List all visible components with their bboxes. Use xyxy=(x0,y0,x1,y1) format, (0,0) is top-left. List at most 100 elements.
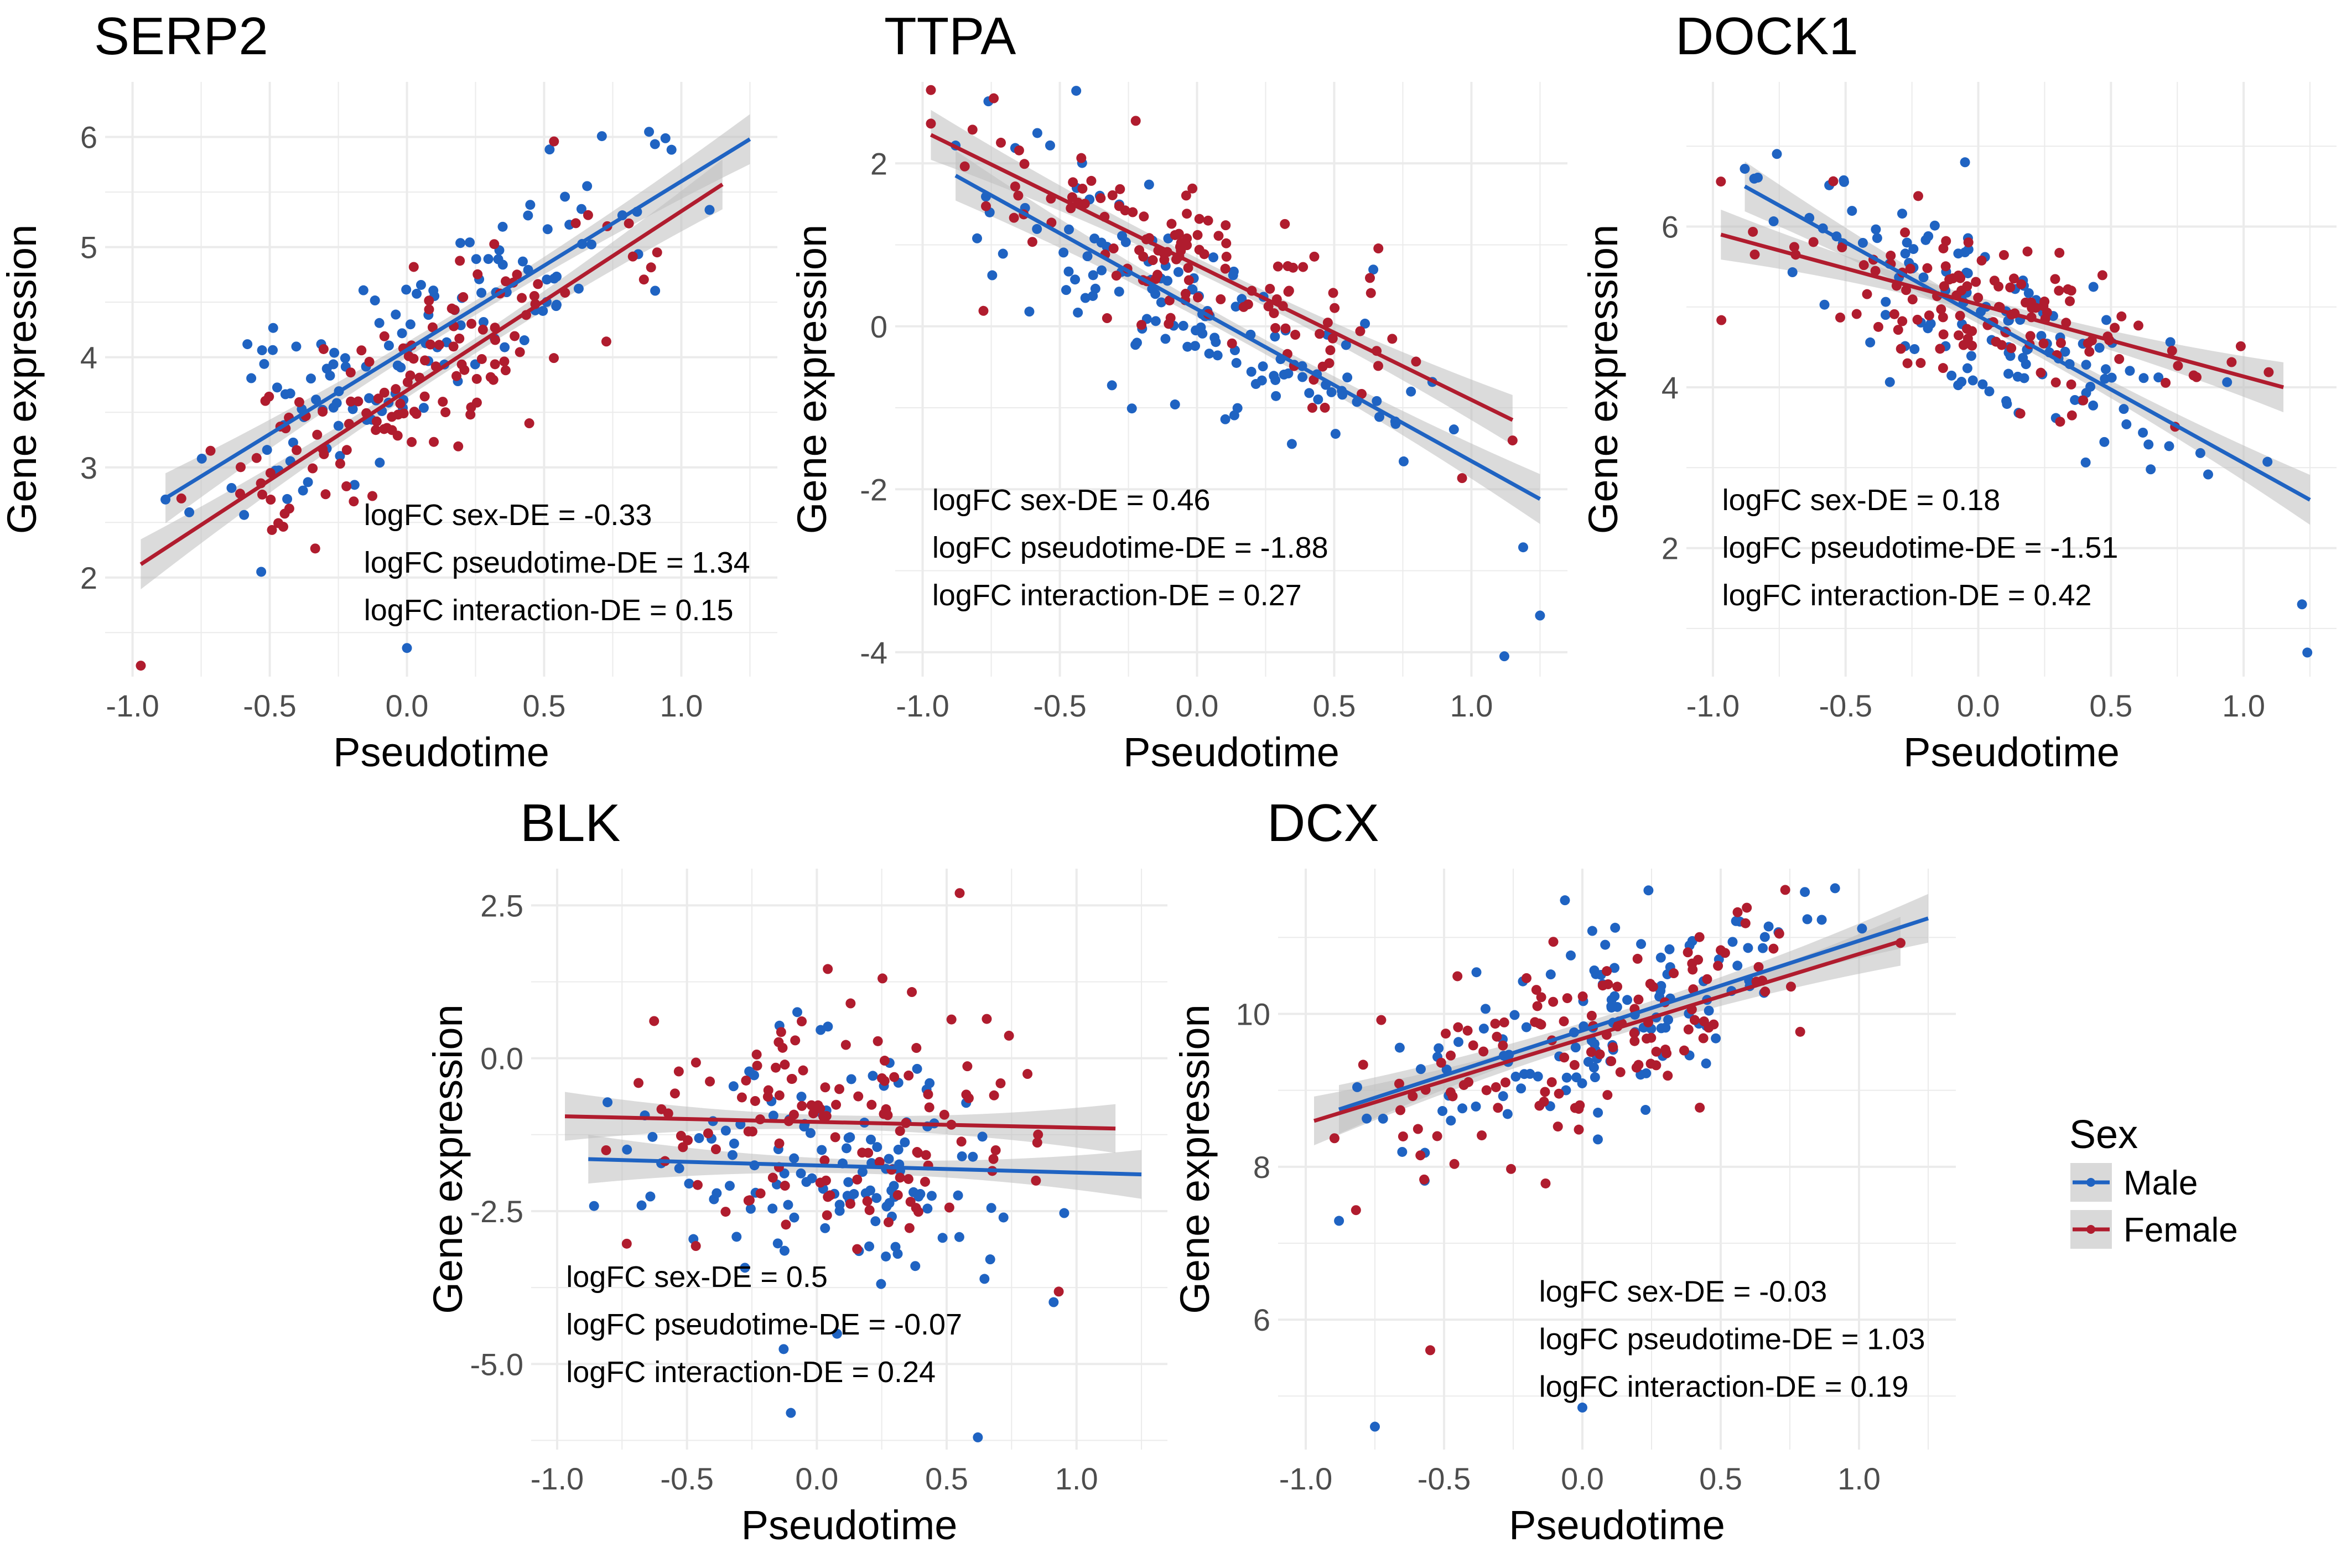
data-point-female xyxy=(780,1181,790,1191)
data-point-female xyxy=(2054,247,2065,258)
data-point-female xyxy=(876,1073,887,1083)
data-point-female xyxy=(981,201,991,211)
data-point-female xyxy=(962,1061,973,1072)
data-point-male xyxy=(1758,943,1768,953)
data-point-female xyxy=(1290,330,1301,340)
data-point-female xyxy=(755,1188,766,1198)
x-tick-labels: -1.0 -0.5 0.0 0.5 1.0 xyxy=(1686,688,2265,723)
data-point-male xyxy=(1059,1208,1069,1218)
data-point-male xyxy=(1107,380,1117,391)
data-point-male xyxy=(1622,995,1633,1005)
data-point-male xyxy=(2036,331,2047,341)
data-point-male xyxy=(1857,237,1868,248)
data-point-female xyxy=(391,384,401,394)
data-point-female xyxy=(353,396,364,407)
data-point-male xyxy=(1800,887,1810,897)
data-point-male xyxy=(1326,387,1337,397)
data-point-male xyxy=(745,1203,756,1214)
data-point-male xyxy=(1977,379,1988,390)
data-point-female xyxy=(1998,250,2009,260)
data-point-female xyxy=(705,1076,715,1087)
data-point-male xyxy=(1656,1023,1666,1034)
data-point-female xyxy=(924,1102,934,1113)
data-point-male xyxy=(872,1142,882,1152)
data-point-female xyxy=(2061,318,2071,328)
data-point-male xyxy=(298,485,308,496)
data-point-male xyxy=(684,1178,694,1189)
legend-label-female: Female xyxy=(2123,1211,2238,1249)
data-point-female xyxy=(1569,1060,1580,1070)
data-point-female xyxy=(1270,323,1281,333)
data-point-female xyxy=(1608,1042,1618,1052)
x-tick-label: 1.0 xyxy=(660,688,703,723)
data-point-male xyxy=(1448,424,1459,435)
data-point-female xyxy=(1095,193,1106,204)
data-point-female xyxy=(515,347,525,357)
data-point-female xyxy=(1298,262,1309,272)
x-tick-label: -0.5 xyxy=(660,1461,714,1496)
data-point-male xyxy=(576,204,586,214)
y-tick-labels: -5.0 -2.5 0.0 2.5 xyxy=(470,888,524,1382)
data-point-male xyxy=(1196,322,1206,333)
data-point-female xyxy=(1221,251,1232,262)
data-point-male xyxy=(1925,319,1936,329)
data-point-female xyxy=(1713,960,1723,971)
data-point-female xyxy=(963,1093,974,1103)
data-point-male xyxy=(412,288,422,299)
data-point-male xyxy=(471,254,481,264)
data-point-male xyxy=(1178,320,1188,331)
data-point-female xyxy=(926,118,936,129)
data-point-female xyxy=(2084,346,2095,357)
data-point-female xyxy=(956,1136,967,1147)
data-point-female xyxy=(2188,370,2199,381)
data-point-male xyxy=(1857,923,1867,934)
data-point-female xyxy=(2097,270,2107,281)
fit-lines xyxy=(1720,184,2311,502)
data-point-male xyxy=(391,309,401,320)
data-point-female xyxy=(773,1037,784,1047)
data-point-male xyxy=(1655,985,1666,996)
data-point-male xyxy=(1209,333,1220,343)
data-point-male xyxy=(374,318,385,328)
legend-title: Sex xyxy=(2069,1113,2138,1157)
data-point-male xyxy=(985,1254,995,1265)
data-point-female xyxy=(1139,211,1149,222)
data-point-male xyxy=(1231,357,1242,368)
data-point-female xyxy=(500,365,511,376)
data-point-female xyxy=(1446,1050,1456,1061)
data-point-male xyxy=(1406,386,1416,397)
data-point-female xyxy=(1662,1048,1672,1058)
data-point-female xyxy=(1395,1105,1406,1115)
data-point-male xyxy=(674,1163,684,1174)
logfc-annotation: logFC sex-DE = 0.5 xyxy=(566,1260,828,1294)
fit-line-male xyxy=(954,174,1541,501)
data-point-female xyxy=(1913,191,1923,201)
data-point-male xyxy=(728,1081,739,1092)
data-point-female xyxy=(1329,1133,1339,1144)
data-point-female xyxy=(1493,1103,1503,1113)
data-point-male xyxy=(2143,439,2154,450)
data-point-male xyxy=(1144,179,1154,190)
x-tick-labels: -1.0 -0.5 0.0 0.5 1.0 xyxy=(896,688,1493,723)
data-point-female xyxy=(1702,974,1712,984)
logfc-annotation: logFC interaction-DE = 0.42 xyxy=(1722,579,2092,612)
x-tick-label: -1.0 xyxy=(106,688,159,723)
data-point-female xyxy=(1452,971,1463,982)
data-point-female xyxy=(767,1172,778,1183)
data-point-male xyxy=(866,1134,876,1145)
data-point-female xyxy=(1548,996,1559,1007)
y-tick-label: 2 xyxy=(870,146,887,181)
data-point-female xyxy=(1562,993,1572,1004)
data-point-male xyxy=(1471,1101,1481,1112)
data-point-female xyxy=(449,305,460,315)
chart-panel-serp2: -1.0 -0.5 0.0 0.5 1.0 2 3 4 5 6 Pseudotime Gene exp… xyxy=(0,7,777,775)
data-point-male xyxy=(1368,264,1379,275)
x-axis-title: Pseudotime xyxy=(1123,729,1339,775)
data-point-female xyxy=(1967,326,1977,336)
data-point-female xyxy=(1629,1036,1640,1046)
data-point-female xyxy=(458,292,469,302)
data-point-female xyxy=(1646,1032,1657,1043)
data-point-female xyxy=(434,340,444,350)
data-point-female xyxy=(1227,338,1237,349)
